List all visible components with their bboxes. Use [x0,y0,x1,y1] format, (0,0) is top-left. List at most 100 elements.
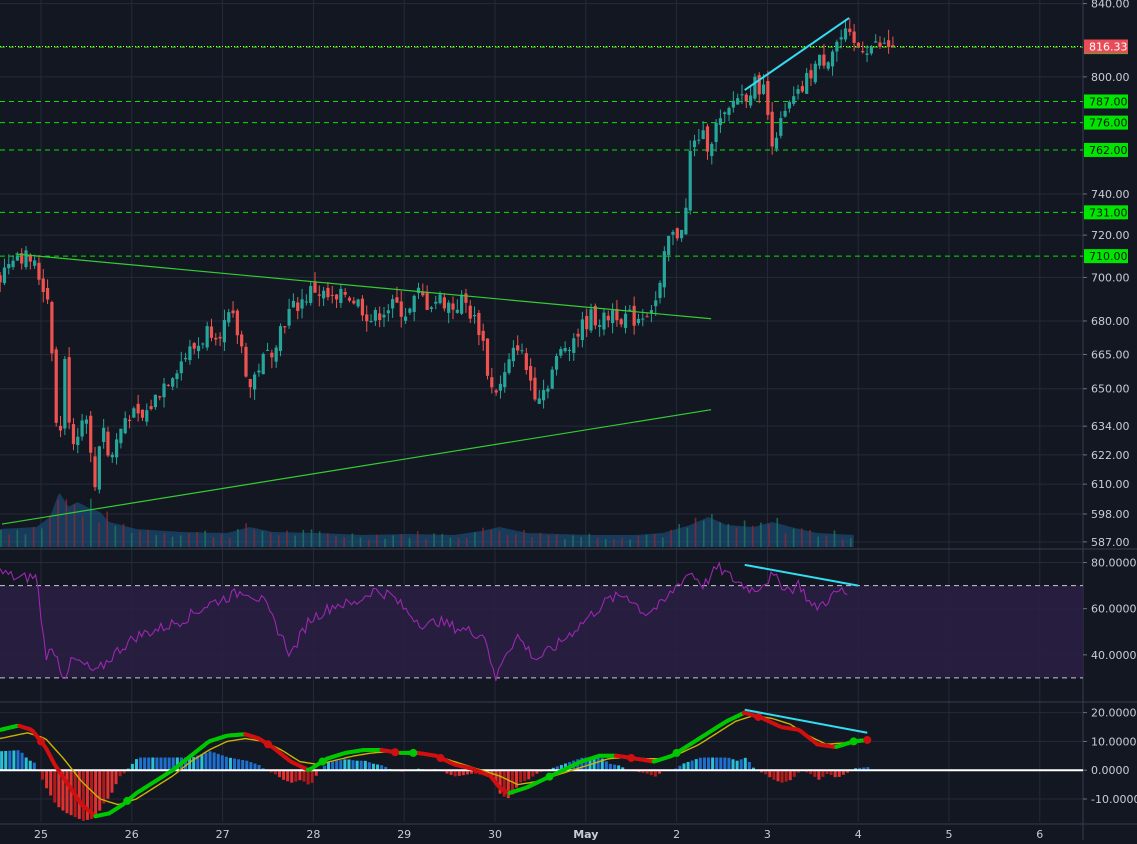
volume-bar [335,536,337,547]
macd-histogram-bar [200,754,203,770]
candle-body [16,255,19,260]
candle-body [671,232,674,235]
candle-body [240,334,243,346]
candle-body [788,102,791,109]
macd-histogram-bar [45,770,48,788]
macd-histogram-bar [278,770,281,777]
candle-body [253,374,256,389]
candle-body [740,94,743,95]
volume-bar [760,523,762,547]
candle-body [835,42,838,52]
volume-bar [572,535,574,547]
candle-body [210,327,213,338]
candle-body [158,396,161,397]
candle-body [430,307,433,309]
candle-body [249,379,252,387]
candle-body [24,250,27,267]
macd-histogram-bar [368,762,371,770]
candle-body [231,310,234,313]
volume-bar [376,535,378,547]
macd-histogram-bar [683,763,686,770]
volume-bar [25,534,27,547]
candle-body [257,371,260,373]
macd-histogram-bar [217,754,220,770]
candle-body [193,343,196,348]
candle-body [400,301,403,316]
volume-bar [474,532,476,547]
candle-body [378,313,381,320]
volume-bar [695,518,697,547]
macd-histogram-bar [776,770,779,781]
candle-body [382,315,385,318]
volume-bar [131,533,133,547]
macd-histogram-bar [237,759,240,770]
candle-body [809,70,812,78]
macd-histogram-bar [364,761,367,770]
macd-histogram-bar [740,759,743,770]
candle-body [732,101,735,108]
macd-histogram-bar [41,770,44,779]
macd-histogram-bar [307,770,310,784]
candle-body [0,275,2,282]
candle-body [719,118,722,125]
macd-histogram-bar [736,761,739,770]
time-tick-label: 26 [125,828,139,840]
macd-histogram-bar [139,758,142,771]
volume-bar [57,500,59,547]
candle-body [223,320,226,342]
current-price-label: 816.33 [1089,41,1128,54]
volume-bar [507,535,509,547]
candle-body [102,428,105,442]
volume-bar [180,535,182,547]
volume-bar [499,531,501,547]
volume-bar [450,538,452,547]
price-tick-label: 587.00 [1091,536,1130,549]
time-tick-label: 28 [306,828,320,840]
macd-cross-dot [437,754,445,762]
candle-body [63,359,66,429]
volume-bar [360,537,362,547]
macd-histogram-bar [241,760,244,770]
macd-histogram-bar [772,770,775,780]
time-tick-label: 5 [946,828,953,840]
candle-body [283,326,286,327]
volume-bar [654,534,656,547]
macd-histogram-bar [33,763,36,771]
macd-histogram-bar [53,770,56,802]
candle-body [279,326,282,351]
macd-cross-dot [545,773,553,781]
candle-body [516,345,519,350]
volume-bar [106,511,108,547]
macd-histogram-bar [789,770,792,780]
macd-histogram-bar [356,761,359,770]
macd-histogram-bar [155,758,158,771]
candle-body [11,261,14,267]
level-label: 731.00 [1089,206,1128,219]
macd-tick-label: -10.0000 [1091,793,1137,806]
candle-body [576,334,579,337]
macd-histogram-bar [115,770,118,784]
time-tick-label: 27 [216,828,230,840]
candle-body [288,309,291,326]
candle-body [124,418,127,433]
macd-cross-dot [627,754,635,762]
macd-histogram-bar [339,760,342,770]
volume-bar [392,535,394,547]
candle-body [796,89,799,94]
candle-body [546,389,549,392]
candle-body [115,439,118,457]
candle-body [464,293,467,302]
candle-body [119,429,122,443]
candle-body [503,372,506,387]
candle-body [352,301,355,304]
macd-histogram-bar [695,759,698,770]
candle-body [128,420,131,421]
volume-bar [311,529,313,547]
macd-histogram-bar [294,770,297,781]
candle-body [184,358,187,359]
volume-bar [417,531,419,547]
macd-histogram-bar [290,770,293,783]
volume-bar [466,538,468,547]
macd-histogram-bar [768,770,771,777]
candle-body [33,260,36,265]
